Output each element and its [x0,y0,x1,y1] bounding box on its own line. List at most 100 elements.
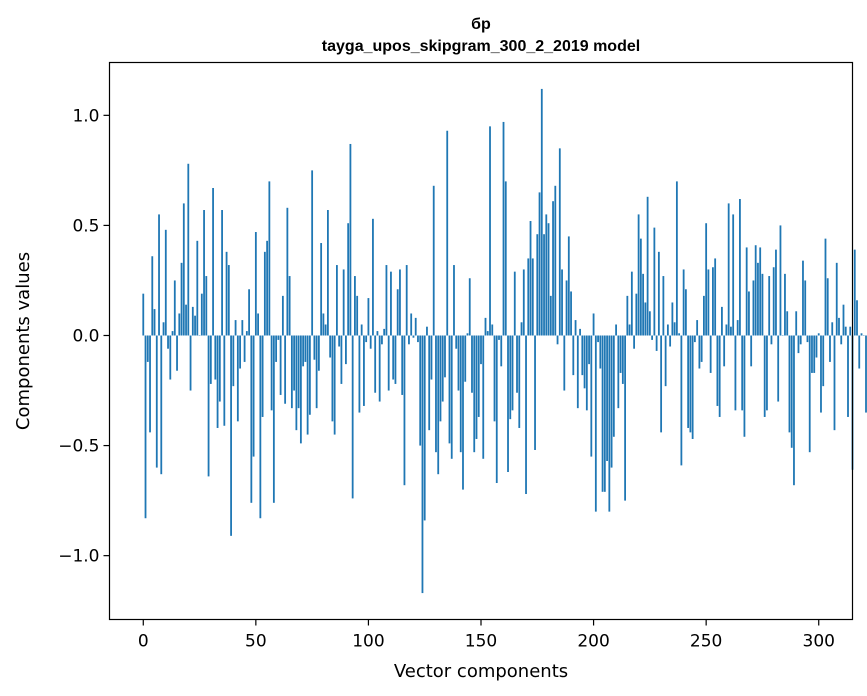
bar-68 [295,335,298,431]
bar-69 [297,335,300,409]
bar-32 [214,335,217,380]
bar-206 [606,335,608,461]
x-tick-label: 50 [245,632,267,652]
bar-272 [754,245,757,336]
bar-122 [417,335,419,343]
bar-278 [768,276,771,336]
bar-276 [763,335,766,417]
bar-76 [313,335,316,360]
bar-89 [342,269,345,336]
bar-233 [666,324,669,336]
bar-229 [657,251,660,336]
bar-252 [709,335,712,373]
bar-148 [475,335,478,439]
bar-204 [601,335,604,492]
x-tick-label: 200 [577,632,609,652]
bar-30 [209,335,212,384]
bar-237 [675,181,678,336]
bar-150 [480,335,482,365]
bars-group [142,88,867,594]
bar-19 [185,304,187,336]
bar-161 [504,181,507,336]
bar-190 [570,291,572,336]
x-tick-label: 250 [690,632,722,652]
bar-67 [293,335,296,391]
bar-319 [860,333,863,336]
bar-271 [752,280,755,336]
bar-94 [354,276,356,336]
bar-44 [241,320,244,336]
bar-149 [477,335,480,417]
bar-297 [811,335,813,373]
bar-219 [635,293,638,336]
bar-158 [498,335,500,340]
bar-244 [691,335,694,439]
bar-107 [383,328,386,336]
bar-99 [365,335,368,343]
bar-225 [648,311,651,336]
bar-200 [592,313,595,336]
bar-152 [484,317,487,336]
bar-187 [563,335,566,391]
bar-56 [268,181,271,336]
bar-46 [245,331,248,336]
bar-274 [759,247,762,336]
bar-214 [624,335,626,501]
bar-208 [610,335,613,468]
bar-266 [741,335,744,411]
bar-17 [180,262,183,336]
bar-65 [288,276,291,336]
bar-145 [468,278,471,336]
bar-182 [552,201,554,336]
bar-160 [502,121,505,336]
bar-174 [534,335,536,450]
bar-209 [612,335,615,437]
bar-293 [802,260,804,336]
x-axis-ticks: 0 50 100 150 200 250 300 [138,619,835,652]
bar-4 [151,256,154,336]
bar-74 [308,335,311,415]
bar-168 [520,322,523,336]
bar-77 [315,335,318,409]
bar-147 [473,335,476,453]
bar-110 [390,271,392,336]
bar-236 [673,322,676,336]
bar-6 [155,335,158,468]
bar-177 [540,88,543,336]
bar-211 [617,335,620,409]
bar-134 [444,335,446,378]
bar-156 [493,335,496,422]
bar-88 [340,335,343,384]
bar-128 [430,335,433,380]
bar-98 [363,335,365,406]
bar-277 [766,335,768,411]
bar-242 [687,335,690,428]
bar-303 [824,238,827,336]
bar-61 [279,335,282,395]
bar-108 [385,265,388,336]
bar-256 [718,335,721,417]
bar-231 [662,276,665,336]
bar-223 [644,302,647,336]
bar-87 [338,335,341,347]
bar-137 [450,335,453,459]
bar-144 [466,333,469,336]
bar-232 [664,335,667,387]
bar-22 [191,306,194,336]
bar-249 [703,295,705,336]
bar-184 [556,335,559,345]
bar-129 [432,185,435,336]
bar-285 [784,273,786,336]
bar-302 [822,335,825,387]
bar-91 [347,223,350,336]
bar-23 [194,315,196,336]
bar-40 [232,335,235,387]
bar-59 [275,335,278,362]
bar-93 [351,335,354,499]
x-tick-label: 100 [352,632,384,652]
bar-283 [779,225,782,336]
bar-162 [507,335,509,472]
bar-317 [856,300,858,336]
bar-28 [205,276,208,336]
bar-53 [261,335,264,417]
